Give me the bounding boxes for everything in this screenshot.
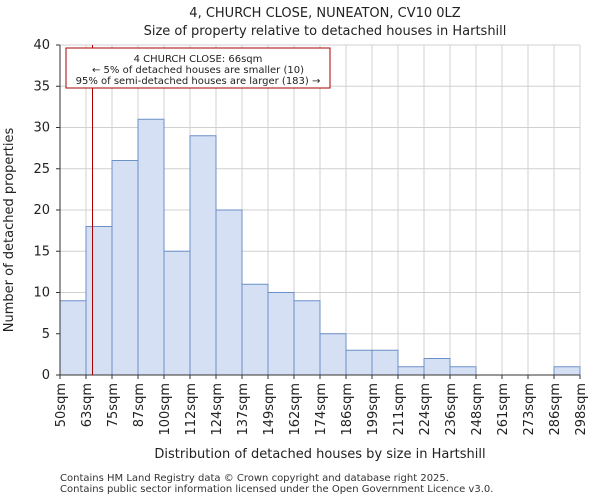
bar [397, 366, 425, 376]
x-tick-label: 186sqm [340, 383, 355, 436]
x-tick-label: 211sqm [392, 383, 407, 436]
y-tick-label: 15 [33, 244, 50, 259]
chart-subtitle: Size of property relative to detached ho… [144, 24, 507, 39]
x-tick-label: 112sqm [184, 383, 199, 436]
y-tick-label: 40 [33, 38, 50, 53]
y-tick-label: 20 [33, 203, 50, 218]
chart-title: 4, CHURCH CLOSE, NUNEATON, CV10 0LZ [189, 6, 460, 21]
bar [189, 135, 217, 376]
annotation-line-3: 95% of semi-detached houses are larger (… [76, 76, 321, 87]
annotation-line-1: 4 CHURCH CLOSE: 66sqm [134, 54, 263, 65]
x-tick-label: 224sqm [418, 383, 433, 436]
bars-layer [59, 118, 581, 376]
bar [137, 118, 165, 376]
x-tick-label: 174sqm [314, 383, 329, 436]
y-tick-label: 0 [42, 368, 50, 383]
x-tick-label: 248sqm [470, 383, 485, 436]
bar [111, 160, 139, 376]
bar [449, 366, 477, 376]
y-tick-label: 25 [33, 162, 50, 177]
bar [163, 250, 191, 376]
x-tick-label: 75sqm [106, 383, 121, 427]
bar [241, 283, 269, 376]
y-tick-label: 5 [42, 327, 50, 342]
bar [267, 292, 295, 376]
x-tick-label: 298sqm [574, 383, 589, 436]
bar [293, 300, 321, 376]
x-tick-label: 286sqm [548, 383, 563, 436]
annotation-box: 4 CHURCH CLOSE: 66sqm ← 5% of detached h… [65, 47, 331, 89]
x-tick-label: 162sqm [288, 383, 303, 436]
annotation-line-2: ← 5% of detached houses are smaller (10) [92, 65, 304, 76]
bar [553, 366, 581, 376]
x-tick-label: 261sqm [496, 383, 511, 436]
x-tick-label: 149sqm [262, 383, 277, 436]
x-tick-label: 50sqm [54, 383, 69, 427]
bar [59, 300, 87, 376]
y-tick-label: 10 [33, 286, 50, 301]
x-tick-label: 273sqm [522, 383, 537, 436]
bar [371, 349, 399, 376]
axis-layer: 0 5 10 15 20 25 30 35 40 50sqm 63sqm 75sqm 87sqm 100s… [33, 38, 589, 436]
annotation-rect [65, 47, 331, 89]
y-tick-label: 35 [33, 79, 50, 94]
x-axis-label: Distribution of detached houses by size … [154, 447, 485, 462]
y-tick-label: 30 [33, 121, 50, 136]
x-tick-label: 137sqm [236, 383, 251, 436]
bar [423, 358, 451, 376]
x-tick-label: 199sqm [366, 383, 381, 436]
bar [345, 349, 373, 376]
x-tick-label: 124sqm [210, 383, 225, 436]
x-tick-label: 236sqm [444, 383, 459, 436]
bar [319, 333, 347, 376]
x-tick-label: 100sqm [158, 383, 173, 436]
bar [215, 209, 243, 376]
y-axis-label: Number of detached properties [2, 128, 17, 333]
x-tick-label: 63sqm [80, 383, 95, 427]
bar [85, 226, 113, 376]
x-tick-label: 87sqm [132, 383, 147, 427]
footer-line-1: Contains HM Land Registry data © Crown c… [60, 473, 449, 484]
footer-line-2: Contains public sector information licen… [60, 484, 494, 495]
